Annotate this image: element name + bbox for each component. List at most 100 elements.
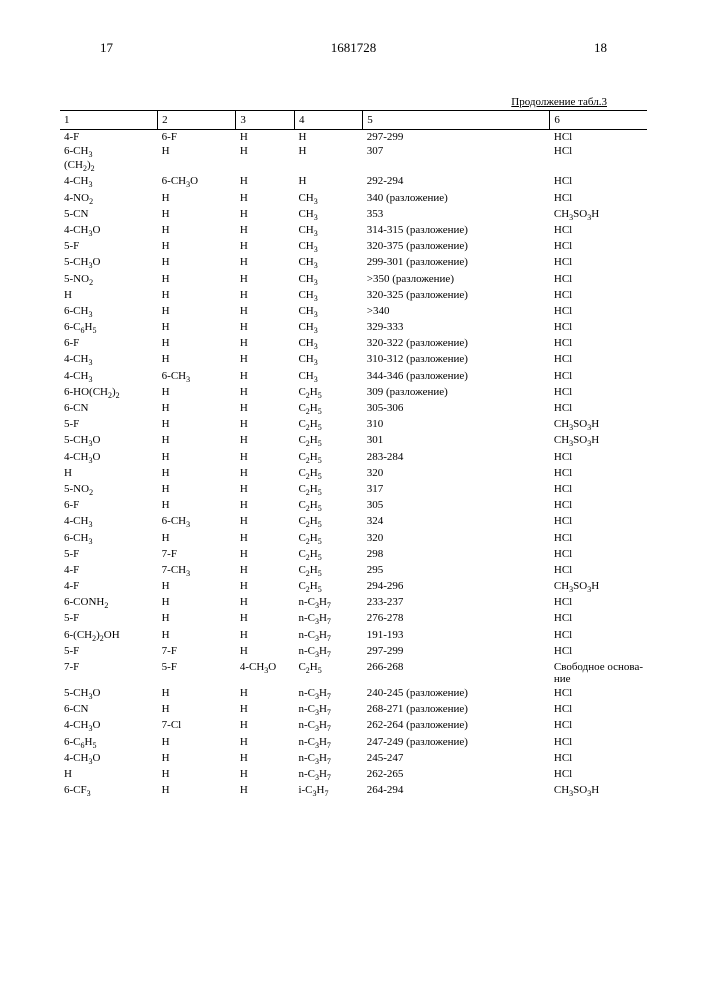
table-cell: H	[158, 735, 236, 751]
table-cell: n-C3H7	[294, 628, 362, 644]
table-cell: H	[158, 595, 236, 611]
table-cell: CH3SO3H	[550, 433, 647, 449]
table-cell: 6-CN	[60, 702, 158, 718]
table-cell: 4-CH3O	[236, 660, 295, 686]
table-cell: 320-325 (разложение)	[363, 288, 550, 304]
table-cell: 7-F	[158, 644, 236, 660]
table-row: 6-CNHHC2H5305-306HCl	[60, 401, 647, 417]
table-cell: HCl	[550, 628, 647, 644]
table-cell: H	[158, 686, 236, 702]
table-cell: 5-CN	[60, 207, 158, 223]
table-cell: H	[158, 628, 236, 644]
table-row: 4-F7-CH3HC2H5295HCl	[60, 563, 647, 579]
table-row: 5-F7-FHC2H5298HCl	[60, 547, 647, 563]
table-cell: 4-CH3	[60, 514, 158, 530]
table-cell: H	[236, 735, 295, 751]
table-cell: 309 (разложение)	[363, 385, 550, 401]
table-row: 4-CH3OHHC2H5283-284HCl	[60, 450, 647, 466]
table-cell: CH3	[294, 223, 362, 239]
table-cell: 340 (разложение)	[363, 191, 550, 207]
table-row: 6-CH3HHCH3>340HCl	[60, 304, 647, 320]
table-cell: H	[236, 579, 295, 595]
table-row: 4-CH36-CH3HCH3344-346 (разложение)HCl	[60, 369, 647, 385]
table-cell: 6-CH3	[60, 531, 158, 547]
table-cell: HCl	[550, 385, 647, 401]
table-cell: n-C3H7	[294, 644, 362, 660]
table-cell: C2H5	[294, 482, 362, 498]
table-cell: H	[294, 174, 362, 190]
table-cell: HCl	[550, 751, 647, 767]
table-cell: H	[158, 320, 236, 336]
table-cell: i-C3H7	[294, 783, 362, 799]
table-cell: CH3SO3H	[550, 207, 647, 223]
table-cell: HCl	[550, 498, 647, 514]
table-cell: H	[158, 531, 236, 547]
table-cell: 247-249 (разложение)	[363, 735, 550, 751]
col-2: 2	[158, 111, 236, 130]
table-cell: 4-F	[60, 563, 158, 579]
table-cell: CH3	[294, 255, 362, 271]
table-row: 4-F6-FHH297-299HCl	[60, 130, 647, 145]
page-right: 18	[594, 40, 607, 56]
table-cell: HCl	[550, 320, 647, 336]
table-row: 6-HO(CH2)2HHC2H5309 (разложение)HCl	[60, 385, 647, 401]
table-cell: C2H5	[294, 417, 362, 433]
table-cell: 329-333	[363, 320, 550, 336]
table-cell: H	[236, 272, 295, 288]
table-cell: 5-CH3O	[60, 686, 158, 702]
table-cell: C2H5	[294, 385, 362, 401]
table-cell: C2H5	[294, 563, 362, 579]
table-cell: 4-CH3O	[60, 718, 158, 734]
table-cell: H	[236, 223, 295, 239]
table-cell: H	[158, 288, 236, 304]
table-cell: HCl	[550, 531, 647, 547]
table-cell: 6-F	[158, 130, 236, 145]
table-cell: n-C3H7	[294, 751, 362, 767]
table-row: 5-FHHn-C3H7276-278HCl	[60, 611, 647, 627]
table-cell: 4-NO2	[60, 191, 158, 207]
table-cell: 266-268	[363, 660, 550, 686]
table-row: 5-CH3OHHC2H5301CH3SO3H	[60, 433, 647, 449]
table-cell: H	[158, 207, 236, 223]
table-cell: H	[236, 174, 295, 190]
table-cell: H	[158, 223, 236, 239]
table-cell: 262-265	[363, 767, 550, 783]
table-cell: 276-278	[363, 611, 550, 627]
table-cell: 4-CH3O	[60, 751, 158, 767]
table-cell: H	[236, 288, 295, 304]
table-cell: CH3	[294, 207, 362, 223]
table-cell: H	[236, 751, 295, 767]
table-cell: H	[236, 611, 295, 627]
table-cell: 320-322 (разложение)	[363, 336, 550, 352]
table-caption: Продолжение табл.3	[60, 96, 607, 108]
table-row: 5-CNHHCH3353CH3SO3H	[60, 207, 647, 223]
table-cell: HCl	[550, 611, 647, 627]
table-cell: CH3	[294, 352, 362, 368]
table-cell: 305-306	[363, 401, 550, 417]
table-cell: HCl	[550, 514, 647, 530]
table-cell: CH3SO3H	[550, 417, 647, 433]
table-cell: HCl	[550, 735, 647, 751]
table-cell: H	[236, 385, 295, 401]
table-cell: 299-301 (разложение)	[363, 255, 550, 271]
doc-number: 1681728	[331, 40, 377, 56]
table-cell: C2H5	[294, 547, 362, 563]
table-cell: CH3	[294, 272, 362, 288]
table-cell: 6-CONH2	[60, 595, 158, 611]
table-cell: HCl	[550, 255, 647, 271]
table-cell: HCl	[550, 174, 647, 190]
table-cell: H	[236, 783, 295, 799]
table-cell: 5-NO2	[60, 272, 158, 288]
table-cell: 5-F	[158, 660, 236, 686]
table-cell: 320	[363, 531, 550, 547]
page-left: 17	[100, 40, 113, 56]
table-cell: 5-F	[60, 547, 158, 563]
table-cell: n-C3H7	[294, 611, 362, 627]
table-cell: H	[158, 352, 236, 368]
table-cell: H	[236, 255, 295, 271]
table-cell: 6-HO(CH2)2	[60, 385, 158, 401]
table-cell: H	[294, 144, 362, 174]
table-cell: H	[236, 531, 295, 547]
table-cell: H	[236, 644, 295, 660]
table-cell: 6-CH3	[158, 369, 236, 385]
